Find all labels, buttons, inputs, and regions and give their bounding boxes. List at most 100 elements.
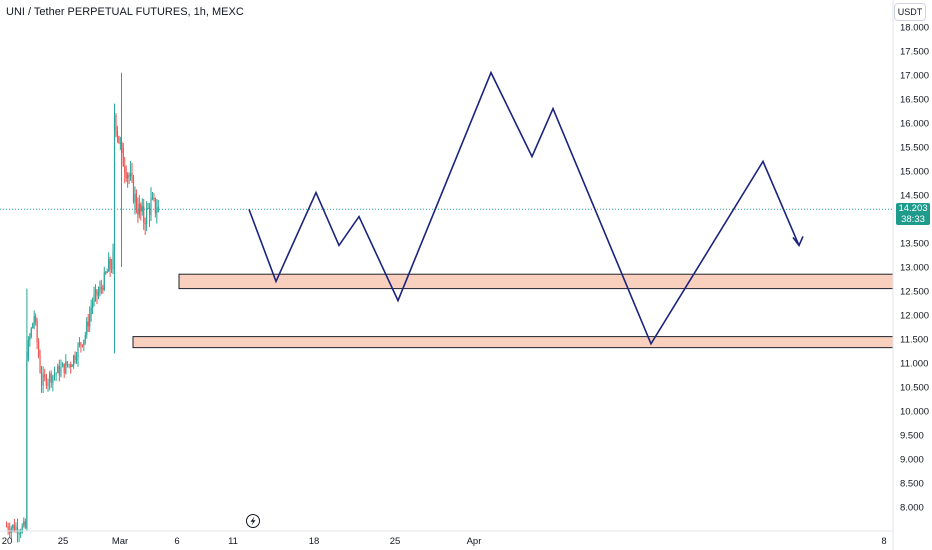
y-tick-label: 15.000 bbox=[900, 167, 929, 178]
candle-body bbox=[61, 363, 64, 368]
candle-body bbox=[154, 198, 156, 214]
y-axis[interactable]: 18.000 17.500 17.000 16.500 16.000 15.500 15.0… bbox=[892, 0, 929, 550]
candle-body bbox=[125, 172, 127, 179]
candle-body bbox=[52, 375, 54, 383]
y-tick-label: 13.500 bbox=[900, 239, 929, 250]
candle-body bbox=[141, 206, 143, 212]
candle-body bbox=[35, 316, 37, 322]
candle-body bbox=[143, 206, 145, 223]
candle-body bbox=[134, 194, 136, 203]
candle-body bbox=[12, 524, 14, 529]
candle-body bbox=[109, 258, 111, 269]
candle-body bbox=[29, 336, 31, 341]
candle-body bbox=[66, 361, 69, 366]
arrowhead-stroke bbox=[792, 236, 804, 247]
y-tick-label: 13.000 bbox=[900, 263, 929, 274]
y-tick-label: 12.500 bbox=[900, 287, 929, 298]
candle-body bbox=[65, 361, 67, 374]
y-tick-label: 12.000 bbox=[900, 311, 929, 322]
x-tick-label: 25 bbox=[58, 536, 69, 547]
candle-body bbox=[81, 344, 83, 346]
y-tick-label: 16.500 bbox=[900, 95, 929, 106]
candle-body bbox=[70, 364, 72, 367]
candle-body bbox=[102, 287, 104, 290]
candle-body bbox=[23, 521, 25, 526]
candle-body bbox=[9, 530, 11, 533]
candle-body bbox=[71, 365, 73, 367]
currency-button[interactable]: USDT bbox=[894, 3, 926, 21]
candle-body bbox=[42, 374, 44, 386]
candle-body bbox=[93, 294, 95, 302]
candle-body bbox=[153, 197, 155, 199]
candle-body bbox=[106, 271, 108, 274]
candle-body bbox=[138, 204, 140, 215]
y-tick-label: 17.500 bbox=[900, 47, 929, 58]
candle-body bbox=[47, 382, 49, 386]
y-tick-label: 11.000 bbox=[900, 359, 928, 370]
candle-body bbox=[86, 321, 88, 336]
support-zone bbox=[132, 336, 894, 349]
candle-body bbox=[112, 251, 114, 269]
y-tick-label: 15.500 bbox=[900, 143, 929, 154]
candle-body bbox=[105, 272, 107, 274]
candle-body bbox=[108, 258, 110, 272]
candle-body bbox=[89, 314, 91, 327]
candle-body bbox=[45, 376, 47, 386]
candle-body bbox=[115, 115, 117, 132]
candle-body bbox=[13, 524, 15, 532]
x-tick-label: Apr bbox=[467, 536, 482, 547]
candle-body bbox=[16, 526, 19, 535]
candle-body bbox=[122, 147, 124, 167]
candle-body bbox=[146, 207, 148, 225]
x-tick-label: 8 bbox=[881, 536, 886, 547]
candle-body bbox=[36, 321, 38, 342]
candle-body bbox=[144, 222, 146, 225]
candle-body bbox=[100, 287, 102, 289]
candle-body bbox=[77, 345, 79, 359]
candle-body bbox=[55, 373, 57, 375]
y-tick-label: 8.500 bbox=[900, 479, 924, 490]
candle-body bbox=[20, 532, 22, 534]
candle-body bbox=[83, 339, 85, 346]
candle-body bbox=[39, 356, 41, 373]
candle-body bbox=[97, 292, 100, 296]
candle-body bbox=[150, 199, 152, 216]
y-tick-label: 17.000 bbox=[900, 71, 929, 82]
candle-body bbox=[129, 173, 132, 176]
candle-body bbox=[113, 115, 116, 251]
candle-body bbox=[5, 526, 8, 528]
candle-body bbox=[30, 328, 32, 337]
candle-body bbox=[50, 373, 52, 383]
candle-body bbox=[49, 373, 51, 383]
projection-path[interactable] bbox=[248, 70, 800, 346]
candle-body bbox=[92, 301, 94, 308]
candle-body bbox=[116, 131, 119, 137]
candle-body bbox=[53, 374, 56, 376]
candle-body bbox=[73, 355, 75, 366]
x-tick-label: 20 bbox=[2, 536, 13, 547]
candle-body bbox=[110, 268, 113, 270]
candle-body bbox=[124, 166, 126, 173]
candle-body bbox=[24, 521, 26, 528]
candle-body bbox=[58, 365, 60, 376]
candle-body bbox=[57, 365, 59, 374]
x-axis[interactable]: 20 25 Mar 6 11 18 25 Apr 8 bbox=[0, 530, 893, 547]
candle-body bbox=[87, 321, 89, 327]
candle-body bbox=[94, 289, 97, 295]
candle-body bbox=[80, 342, 82, 345]
candle-body bbox=[33, 316, 35, 324]
y-tick-label: 16.000 bbox=[900, 119, 929, 130]
candle-body bbox=[10, 528, 12, 533]
bar-countdown: 38:33 bbox=[901, 214, 925, 225]
candle-body bbox=[147, 207, 149, 209]
candle-body bbox=[131, 173, 133, 178]
x-tick-label: 18 bbox=[309, 536, 320, 547]
projection-arrowhead bbox=[792, 236, 804, 247]
candle-body bbox=[99, 287, 101, 293]
candle-body bbox=[137, 209, 139, 215]
candle-body bbox=[21, 525, 23, 533]
y-tick-label: 14.500 bbox=[900, 191, 929, 202]
candle-body bbox=[75, 358, 78, 360]
lightning-icon[interactable] bbox=[246, 514, 260, 528]
